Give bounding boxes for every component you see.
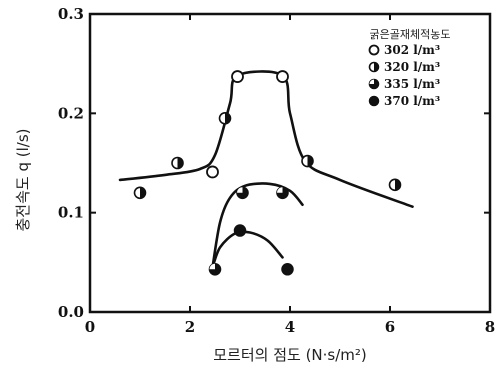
data-points	[133, 70, 402, 276]
legend-marker	[368, 61, 380, 73]
trend-curve-3	[211, 230, 284, 269]
x-tick-label: 4	[285, 318, 295, 336]
point-series-1	[231, 70, 244, 83]
legend-marker	[368, 44, 380, 56]
point-series-2	[388, 178, 402, 192]
x-tick-label: 2	[185, 318, 195, 336]
point-series-2	[171, 156, 184, 170]
y-tick-label: 0.3	[58, 5, 84, 23]
y-axis-label: 충전속도 q (l/s)	[14, 129, 32, 232]
legend: 굵은골재체적농도 302 l/m³ 320 l/m³ 335 l/m³ 370 l/m…	[368, 28, 451, 108]
x-tick-label: 8	[485, 318, 495, 336]
x-axis-label: 모르터의 점도 (N·s/m²)	[213, 346, 367, 364]
marker-half-fill	[395, 179, 401, 191]
point-series-3	[236, 186, 249, 200]
point-series-3	[208, 262, 222, 276]
x-tick-label: 6	[385, 318, 395, 336]
point-series-2	[133, 186, 147, 200]
point-extra	[206, 165, 219, 179]
legend-entry-label: 335 l/m³	[384, 77, 440, 91]
marker-quarter-cut	[277, 187, 283, 193]
marker-disc	[368, 95, 380, 107]
marker-ring	[231, 70, 244, 83]
point-series-3	[276, 186, 289, 200]
legend-entry-label: 320 l/m³	[384, 60, 440, 74]
trend-curve-2	[211, 182, 304, 269]
marker-half-fill	[374, 62, 379, 72]
trend-curve-1	[118, 70, 414, 208]
marker-half-fill	[225, 112, 231, 124]
point-series-4	[281, 263, 294, 276]
marker-ring	[276, 70, 289, 83]
marker-quarter-cut	[237, 187, 243, 193]
y-tick-label: 0.2	[58, 104, 84, 122]
legend-marker	[368, 78, 380, 90]
point-series-1	[276, 70, 289, 83]
point-series-2	[218, 112, 232, 125]
legend-entry-label: 370 l/m³	[384, 94, 440, 108]
legend-title: 굵은골재체적농도	[370, 28, 451, 41]
y-tick-label: 0.0	[58, 303, 84, 321]
marker-quarter-cut	[369, 79, 374, 84]
marker-half-fill	[177, 157, 183, 169]
marker-half-fill	[307, 155, 313, 167]
point-series-4	[233, 224, 247, 237]
marker-disc	[233, 224, 247, 237]
marker-half-fill	[140, 187, 146, 199]
x-tick-label: 0	[85, 318, 95, 336]
marker-disc	[281, 263, 294, 276]
point-series-2	[301, 154, 314, 168]
y-tick-label: 0.1	[58, 204, 84, 222]
marker-ring	[368, 44, 380, 56]
axis-ticks: 0 2 4 6 8 0.0 0.1 0.2 0.3	[58, 5, 495, 336]
legend-entry-label: 302 l/m³	[384, 43, 440, 57]
legend-marker	[368, 95, 380, 107]
marker-quarter-cut	[209, 263, 215, 270]
marker-ring	[206, 165, 219, 179]
trend-curves	[118, 70, 414, 269]
